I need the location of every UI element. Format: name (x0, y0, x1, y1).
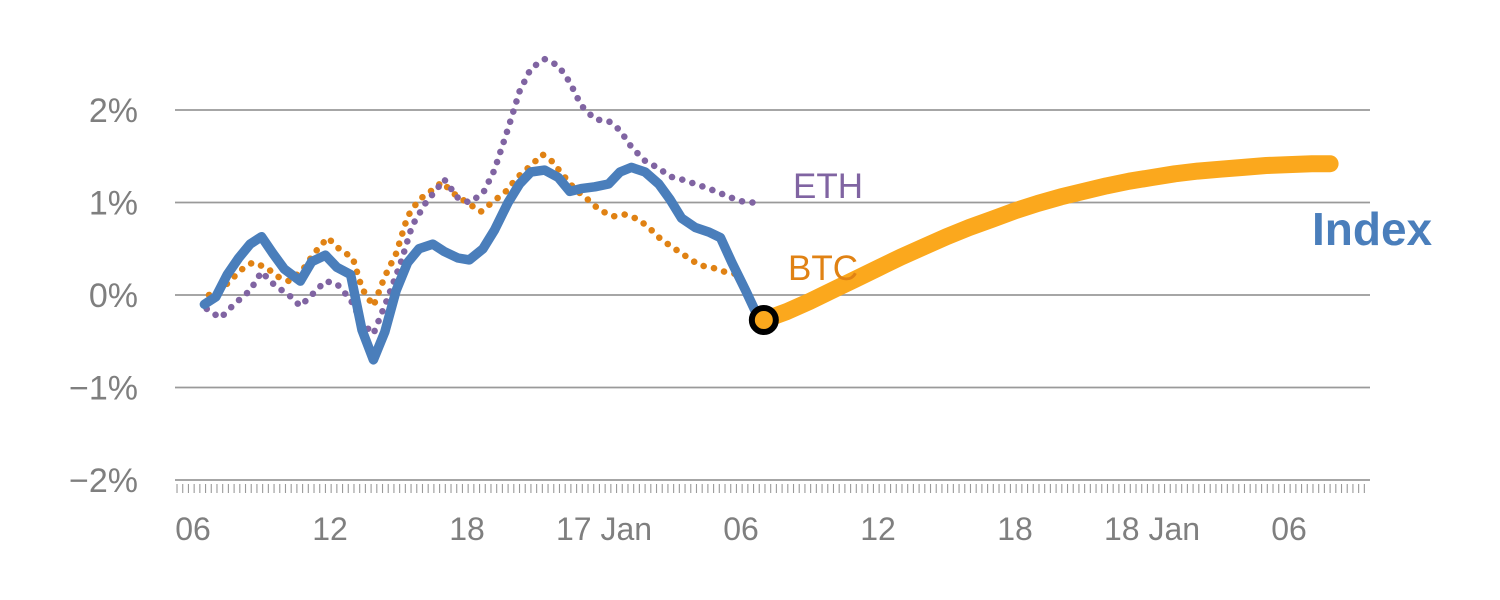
x-axis-label: 12 (860, 511, 896, 547)
index-series-label: Index (1312, 203, 1433, 255)
y-axis-label: −1% (69, 370, 138, 408)
x-axis-label: 12 (312, 511, 348, 547)
y-axis-label: 2% (89, 92, 138, 130)
y-axis-label: −2% (69, 462, 138, 500)
eth-line (203, 55, 763, 338)
index-line (199, 162, 769, 365)
x-axis-label: 06 (175, 511, 211, 547)
x-axis-label: 06 (1271, 511, 1307, 547)
y-axis-label: 1% (89, 185, 138, 223)
y-axis-label: 0% (89, 277, 138, 315)
btc-line (205, 151, 742, 310)
x-axis-label: 18 (449, 511, 485, 547)
x-axis-label: 06 (723, 511, 759, 547)
forecast-start-marker (748, 304, 779, 335)
eth-series-label: ETH (793, 167, 863, 206)
btc-series-label: BTC (788, 249, 858, 288)
x-axis-label: 17 Jan (556, 511, 652, 547)
x-axis-label: 18 (997, 511, 1033, 547)
x-axis-label: 18 Jan (1104, 511, 1200, 547)
index-forecast-line (755, 155, 1339, 329)
